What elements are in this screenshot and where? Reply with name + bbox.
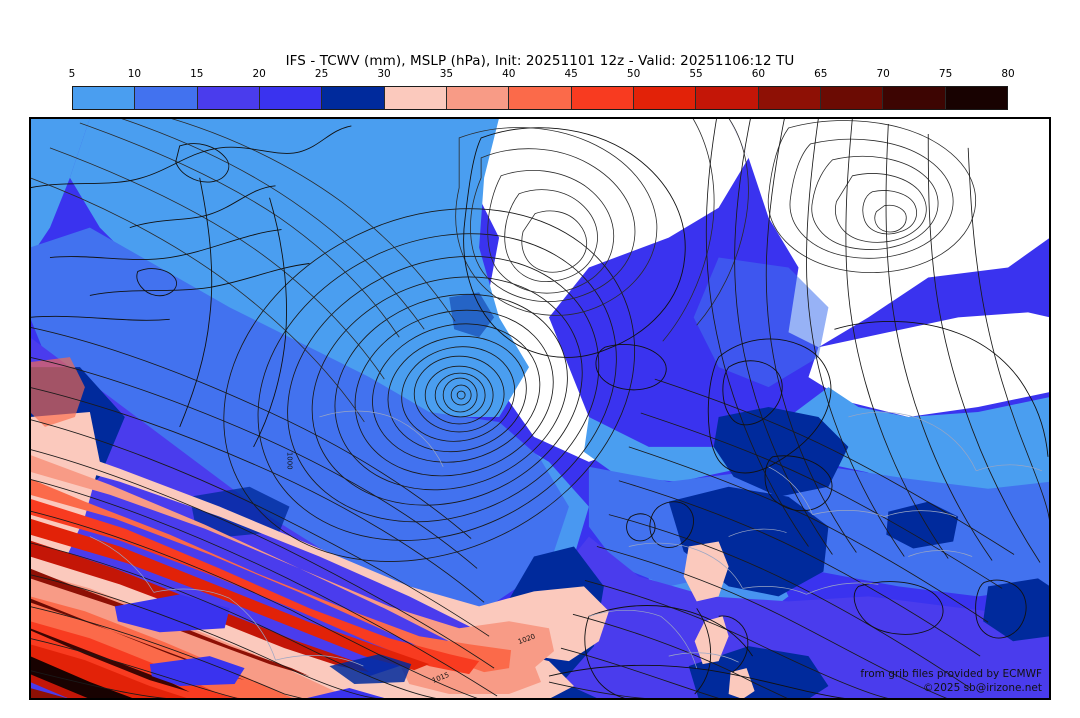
colorbar-segment-55-60 [696, 87, 759, 109]
colorbar-tick-75: 75 [938, 68, 953, 80]
colorbar-tick-10: 10 [127, 68, 142, 80]
colorbar-tick-55: 55 [689, 68, 703, 80]
colorbar-tick-80: 80 [1001, 68, 1015, 80]
country-borders [89, 410, 1043, 669]
page-title: IFS - TCWV (mm), MSLP (hPa), Init: 20251… [285, 53, 795, 69]
colorbar-segment-30-35 [384, 87, 447, 109]
colorbar-tick-50: 50 [626, 68, 641, 80]
colorbar-tick-25: 25 [314, 68, 329, 80]
colorbar-tick-70: 70 [876, 68, 890, 80]
tcwv-shading [30, 118, 1050, 699]
colorbar-segment-10-15 [135, 87, 198, 109]
colorbar-tick-35: 35 [439, 68, 454, 80]
colorbar-tick-15: 15 [190, 68, 204, 80]
colorbar-tick-30: 30 [377, 68, 391, 80]
isobar-label-extra: 1000 [285, 452, 293, 470]
colorbar-segment-60-65 [758, 87, 821, 109]
colorbar-tick-40: 40 [502, 68, 516, 80]
colorbar-segment-65-70 [820, 87, 884, 109]
colorbar-tick-45: 45 [564, 68, 578, 80]
colorbar-segment-20-25 [259, 87, 323, 109]
colorbar-tick-60: 60 [751, 68, 766, 80]
colorbar-segment-50-55 [633, 87, 697, 109]
colorbar-tick-65: 65 [814, 68, 828, 80]
colorbar-segment-15-20 [197, 87, 260, 109]
map-canvas[interactable]: .iso{fill:none;stroke:#1a1a1a;stroke-wid… [29, 117, 1051, 700]
colorbar-segment-40-45 [509, 87, 572, 109]
coastlines [30, 125, 1049, 699]
colorbar-segment-45-50 [571, 87, 634, 109]
colorbar-segment-35-40 [446, 87, 510, 109]
colorbar-segment-75-80 [945, 87, 1007, 109]
colorbar-tick-labels: 5 10 15 20 25 30 35 40 45 50 55 60 65 70 75 80 [68, 68, 1015, 84]
colorbar-segments [72, 86, 1008, 110]
colorbar-tick-5: 5 [68, 68, 76, 80]
colorbar-segment-5-10 [73, 87, 136, 109]
colorbar-segment-25-30 [322, 87, 385, 109]
mslp-isobars: 1015 1020 1000 [30, 118, 1050, 699]
colorbar-tick-20: 20 [252, 68, 266, 80]
colorbar: 5 10 15 20 25 30 35 40 45 50 55 60 65 70 75 80 [69, 68, 1015, 110]
map-svg: .iso{fill:none;stroke:#1a1a1a;stroke-wid… [30, 118, 1050, 699]
colorbar-segment-70-75 [883, 87, 946, 109]
